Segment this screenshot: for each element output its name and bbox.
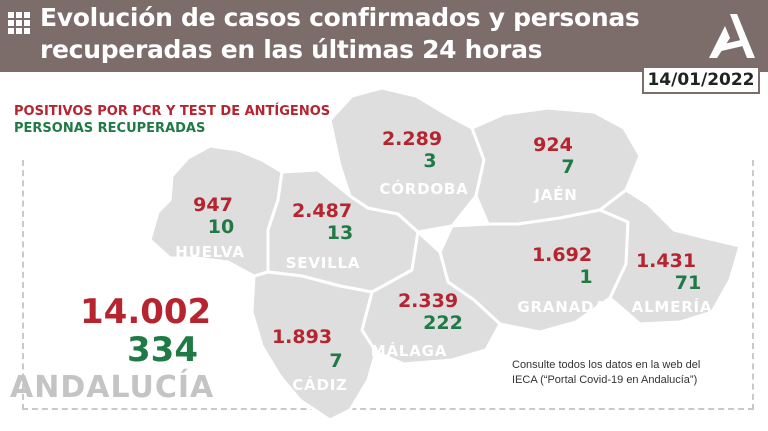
total-recovered: 334 — [127, 330, 198, 370]
malaga-label: MÁLAGA — [370, 342, 448, 360]
cadiz-label: CÁDIZ — [292, 376, 348, 394]
legend-positives: POSITIVOS POR PCR Y TEST DE ANTÍGENOS — [14, 104, 331, 119]
footnote-line-1: Consulte todos los datos en la web del — [512, 359, 701, 371]
title-line-1: Evolución de casos confirmados y persona… — [40, 3, 640, 32]
huelva-positives: 947 — [193, 194, 233, 216]
header-banner: Evolución de casos confirmados y persona… — [0, 0, 768, 72]
sevilla-positives: 2.487 — [291, 200, 353, 222]
footnote: Consulte todos los datos en la web del I… — [512, 358, 700, 388]
grid-icon — [8, 12, 30, 34]
junta-andalucia-logo — [709, 14, 755, 58]
granada-recovered: 1 — [579, 266, 593, 288]
date-label: 14/01/2022 — [642, 66, 760, 94]
granada-positives: 1.692 — [531, 244, 593, 266]
cadiz-recovered: 7 — [329, 350, 343, 372]
jaen-label: JAÉN — [534, 186, 578, 204]
almeria-positives: 1.431 — [635, 250, 697, 272]
sevilla-label: SEVILLA — [285, 254, 361, 272]
cordoba-positives: 2.289 — [381, 128, 443, 150]
almeria-recovered: 71 — [674, 272, 702, 294]
jaen-recovered: 7 — [561, 156, 575, 178]
region-name: ANDALUCÍA — [10, 370, 215, 405]
province-shape-cadiz — [250, 270, 378, 422]
title-line-2: recuperadas en las últimas 24 horas — [40, 35, 543, 64]
jaen-positives: 924 — [533, 134, 573, 156]
cordoba-label: CÓRDOBA — [379, 180, 469, 198]
total-positives: 14.002 — [80, 292, 212, 332]
huelva-label: HUELVA — [175, 243, 245, 261]
cordoba-recovered: 3 — [423, 150, 437, 172]
granada-label: GRANADA — [517, 298, 607, 316]
huelva-recovered: 10 — [207, 216, 235, 238]
footnote-line-2: IECA (“Portal Covid-19 en Andalucía”) — [512, 374, 698, 386]
malaga-positives: 2.339 — [397, 290, 459, 312]
cadiz-positives: 1.893 — [271, 326, 333, 348]
dashed-frame — [22, 160, 754, 410]
almeria-label: ALMERÍA — [631, 298, 713, 316]
province-shape-almeria — [598, 188, 742, 326]
malaga-recovered: 222 — [423, 312, 463, 334]
sevilla-recovered: 13 — [326, 222, 354, 244]
legend-recovered: PERSONAS RECUPERADAS — [14, 121, 206, 136]
